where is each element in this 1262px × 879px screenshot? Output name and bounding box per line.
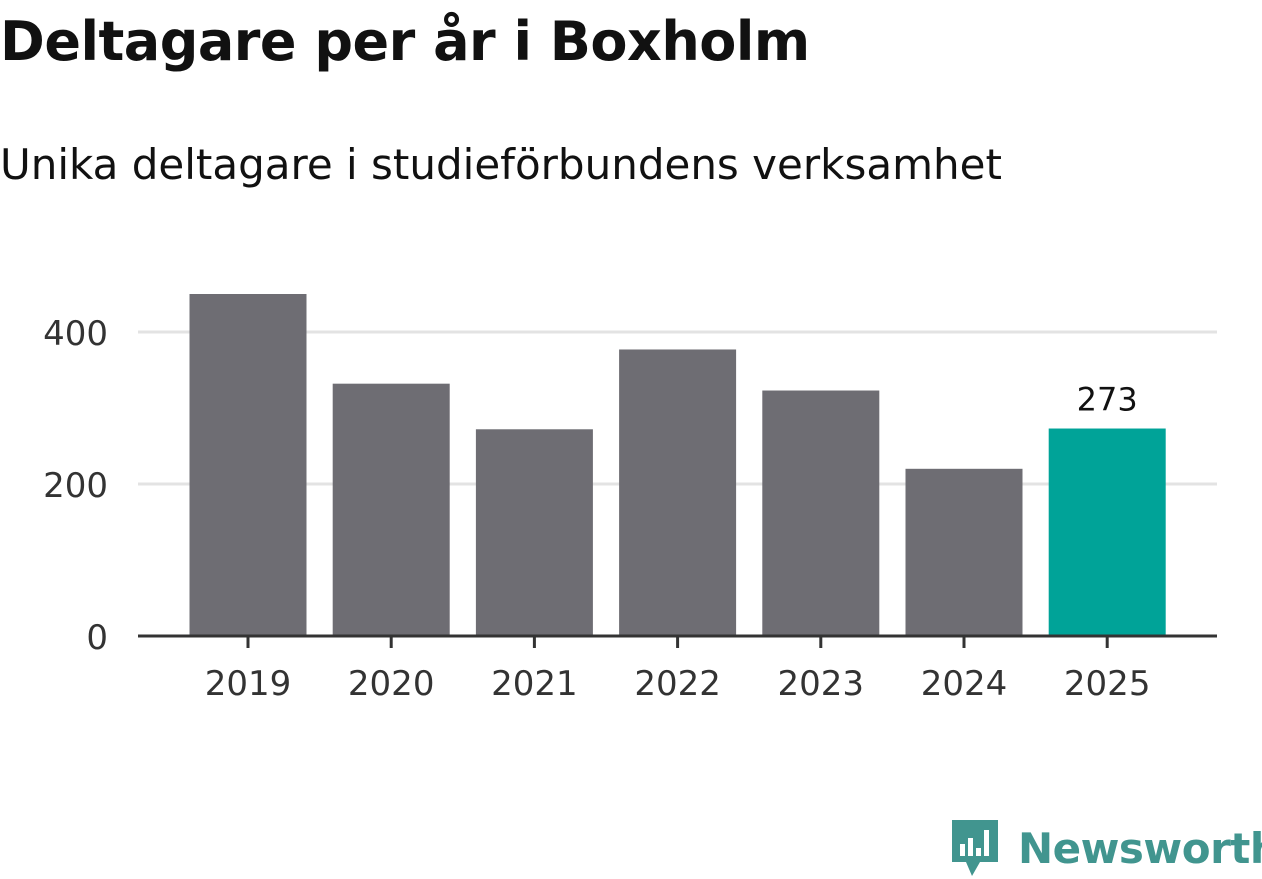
chart-title: Deltagare per år i Boxholm (0, 10, 810, 73)
bar-2021 (475, 429, 593, 636)
newsworthy-logo: Newsworthy (950, 818, 1262, 878)
x-tick-label: 2021 (491, 664, 578, 704)
bar-2022 (619, 349, 737, 636)
x-tick-label: 2023 (778, 664, 865, 704)
logo-text: Newsworthy (1018, 823, 1262, 873)
chart-subtitle: Unika deltagare i studieförbundens verks… (0, 140, 1002, 189)
y-tick-label: 0 (86, 618, 108, 658)
bar-2020 (332, 383, 450, 636)
x-tick-label: 2022 (634, 664, 721, 704)
bar-2023 (762, 390, 880, 636)
y-tick-label: 200 (43, 466, 108, 506)
data-label: 273 (1077, 381, 1138, 419)
x-tick-label: 2019 (205, 664, 292, 704)
x-tick-label: 2025 (1064, 664, 1151, 704)
bar-2024 (905, 468, 1023, 636)
bar-2019 (189, 294, 307, 636)
x-tick-label: 2020 (348, 664, 435, 704)
x-tick-label: 2024 (921, 664, 1008, 704)
y-tick-label: 400 (43, 314, 108, 354)
bar-2025 (1048, 428, 1166, 636)
newsworthy-logo-icon (952, 820, 998, 876)
